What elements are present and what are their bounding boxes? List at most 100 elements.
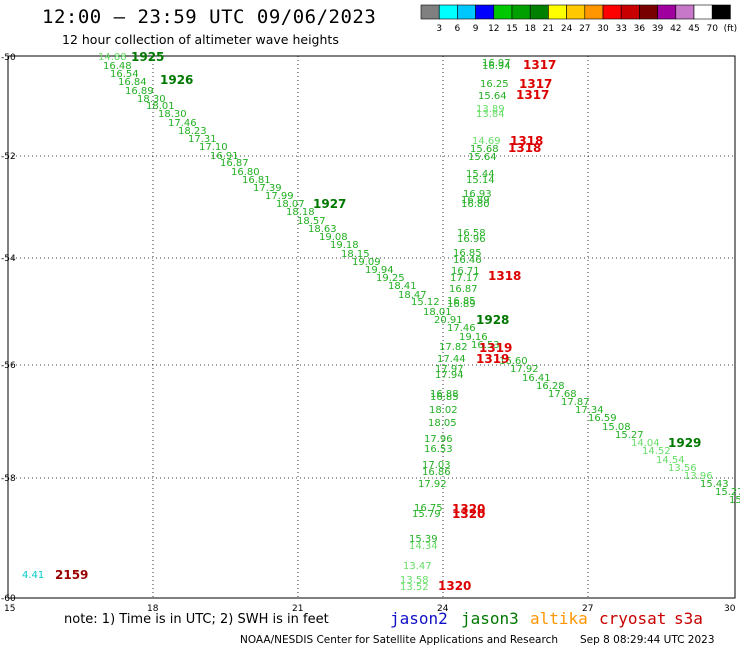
footer-timestamp: Sep 8 08:29:44 UTC 2023 <box>580 634 715 646</box>
lat-label: -50 <box>1 53 16 63</box>
pass-number: 1928 <box>476 313 509 327</box>
wave-height-reading: 13.89 <box>476 104 505 115</box>
wave-height-reading: 16.87 <box>220 158 249 169</box>
satellite-s3a: s3a <box>674 609 703 628</box>
pass-number: 1318 <box>488 269 521 283</box>
lat-label: -58 <box>1 474 16 484</box>
wave-height-reading: 16.94 <box>482 61 511 72</box>
wave-height-reading: 17.31 <box>188 134 217 145</box>
wave-height-reading: 20.91 <box>434 315 463 326</box>
pass-number: 1320 <box>438 579 471 593</box>
legend-label: 30 <box>597 24 609 34</box>
wave-height-reading: 16.41 <box>522 373 551 384</box>
pass-number: 1320 <box>452 507 485 521</box>
legend-swatch <box>548 4 567 20</box>
wave-height-reading: 15.44 <box>466 169 495 180</box>
wave-height-reading: 16.86 <box>422 467 451 478</box>
pass-number: 1927 <box>313 197 346 211</box>
pass-number: 1320 <box>452 502 485 516</box>
wave-height-reading: 16.85 <box>447 296 476 307</box>
wave-height-reading: 17.44 <box>437 354 466 365</box>
wave-height-reading: 17.17 <box>450 273 479 284</box>
legend-label: 6 <box>455 24 461 34</box>
wave-height-reading: 17.99 <box>265 191 294 202</box>
wave-height-reading: 18.23 <box>178 126 207 137</box>
wave-height-reading: 18.02 <box>429 405 458 416</box>
legend-label: 27 <box>579 24 590 34</box>
lon-label: 30 <box>724 604 736 614</box>
wave-height-reading: 18.57 <box>297 216 326 227</box>
wave-height-reading: 16.46 <box>453 255 482 266</box>
legend-label: 70 <box>706 24 718 34</box>
wave-height-reading: 18.30 <box>158 109 187 120</box>
legend-swatch <box>657 4 677 20</box>
wave-height-reading: 17.03 <box>422 460 451 471</box>
wave-height-reading: 18.30 <box>137 94 166 105</box>
wave-height-reading: 19.25 <box>376 273 405 284</box>
legend-swatch <box>438 4 458 20</box>
wave-height-reading: 16.59 <box>588 413 617 424</box>
legend-label: 12 <box>488 24 499 34</box>
legend-label: 18 <box>524 24 536 34</box>
wave-height-reading: 17.94 <box>435 370 464 381</box>
wave-height-reading: 13.58 <box>400 575 429 586</box>
lon-label: 27 <box>582 604 593 614</box>
legend-swatch <box>602 4 622 20</box>
pass-number: 1926 <box>160 73 193 87</box>
legend-label: 45 <box>688 24 699 34</box>
wave-height-reading: 16.60 <box>499 356 528 367</box>
wave-height-reading: 18.18 <box>286 207 315 218</box>
wave-height-reading: 16.89 <box>461 195 490 206</box>
lon-label: 21 <box>292 604 303 614</box>
wave-height-reading: 18.05 <box>428 418 457 429</box>
legend-swatch <box>584 4 604 20</box>
wave-height-reading: 16.96 <box>457 234 486 245</box>
wave-height-reading: 18.01 <box>146 101 175 112</box>
wave-height-reading: 16.58 <box>457 228 486 239</box>
page-title: 12:00 — 23:59 UTC 09/06/2023 <box>42 6 377 28</box>
legend-swatch <box>493 4 513 20</box>
lat-label: -56 <box>1 361 16 371</box>
lon-label: 24 <box>437 604 449 614</box>
wave-height-reading: 17.87 <box>561 397 590 408</box>
map-frame <box>7 55 736 599</box>
wave-height-reading: 14.52 <box>642 446 671 457</box>
wave-height-reading: 15.43 <box>700 479 729 490</box>
wave-height-reading: 19.09 <box>352 257 381 268</box>
wave-height-reading: 16.89 <box>447 299 476 310</box>
legend-label: 24 <box>561 24 573 34</box>
wave-height-reading: 14.69 <box>472 136 501 147</box>
wave-height-reading: 14.04 <box>631 438 660 449</box>
pass-number: 1317 <box>519 77 552 91</box>
legend-label: 15 <box>506 24 517 34</box>
wave-height-reading: 15.14 <box>466 175 495 186</box>
pass-number-labels: 1925192619271928192913171317131713181318… <box>55 50 701 593</box>
wave-height-reading: 14.88 <box>98 52 127 63</box>
legend-label: 33 <box>615 24 626 34</box>
wave-height-reading: 18.47 <box>398 290 427 301</box>
wave-height-reading: 16.53 <box>471 340 500 351</box>
wave-height-reading: 16.53 <box>424 444 453 455</box>
wave-height-labels: 14.8816.4816.5416.8416.8918.3018.0118.30… <box>22 52 740 593</box>
satellite-cryosat: cryosat <box>599 609 667 628</box>
wave-height-reading: 16.71 <box>451 266 480 277</box>
wave-height-reading: 15.12 <box>411 297 440 308</box>
wave-height-reading: 13.84 <box>476 109 505 120</box>
wave-height-reading: 15.08 <box>602 422 631 433</box>
wave-height-reading: 17.82 <box>439 342 468 353</box>
latitude-axis: -50 -52 -54 -56 -58 -60 <box>1 53 16 604</box>
lon-label: 18 <box>147 604 159 614</box>
legend-label: 39 <box>652 24 664 34</box>
wave-height-reading: 15.27 <box>615 430 644 441</box>
wave-height-reading: 16.91 <box>210 151 239 162</box>
wave-height-reading: 16.48 <box>103 61 132 72</box>
wave-height-reading: 16.81 <box>242 175 271 186</box>
lon-label: 15 <box>4 604 15 614</box>
longitude-axis: 15 18 21 24 27 30 <box>4 604 736 614</box>
map-grid <box>8 56 735 598</box>
pass-number: 1317 <box>523 58 556 72</box>
lat-label: -52 <box>1 152 16 162</box>
legend-label: 36 <box>634 24 646 34</box>
satellite-jason2: jason2 <box>390 609 448 628</box>
